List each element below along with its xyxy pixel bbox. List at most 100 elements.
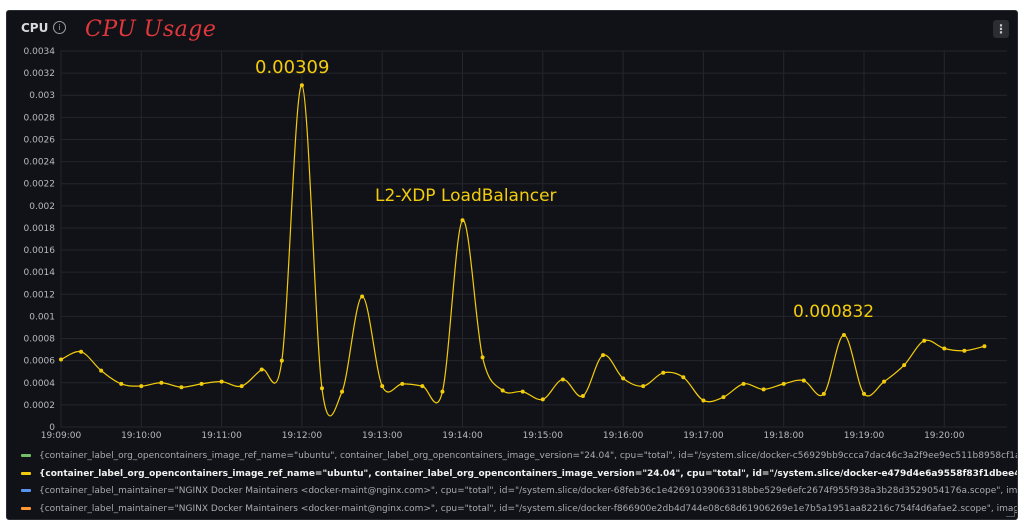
legend-item[interactable]: {container_label_org_opencontainers_imag… (21, 448, 1018, 466)
data-point (520, 389, 525, 394)
loadbalancer-annotation: L2-XDP LoadBalancer (375, 186, 557, 206)
legend-item[interactable]: {container_label_org_opencontainers_imag… (21, 466, 1017, 484)
x-tick-label: 19:18:00 (763, 431, 804, 441)
y-tick-label: 0.0002 (24, 401, 56, 411)
data-point (59, 357, 63, 362)
data-point (179, 385, 184, 390)
data-point (239, 384, 244, 389)
legend-swatch (21, 489, 31, 492)
x-tick-label: 19:09:00 (41, 431, 82, 441)
y-tick-label: 0.001 (29, 312, 55, 322)
data-point (500, 388, 505, 393)
x-tick-label: 19:10:00 (121, 431, 162, 441)
cpu-panel: CPU i CPU Usage ⋮ 0 0.0002 0.0004 0.0006 0.0… (6, 10, 1018, 520)
data-point (942, 346, 947, 351)
x-tick-label: 19:15:00 (523, 431, 564, 441)
data-point (219, 379, 224, 384)
data-point (862, 391, 866, 396)
data-point (139, 384, 144, 389)
y-tick-label: 0.0016 (24, 246, 56, 256)
data-point (159, 380, 164, 385)
info-circle-icon[interactable]: i (53, 21, 66, 34)
late-peak-annotation: 0.000832 (793, 302, 874, 322)
y-tick-label: 0.0024 (24, 158, 56, 168)
data-point (821, 391, 826, 396)
data-point (420, 384, 425, 389)
data-point (741, 381, 746, 386)
y-tick-label: 0.0004 (24, 379, 56, 389)
legend-label: {container_label_maintainer="NGINX Docke… (39, 503, 1018, 514)
data-point (560, 377, 565, 382)
x-tick-label: 19:17:00 (683, 431, 724, 441)
y-tick-label: 0.0022 (24, 180, 56, 190)
y-tick-label: 0.0018 (24, 224, 56, 234)
data-point (380, 384, 385, 389)
panel-title: CPU (21, 21, 49, 35)
data-point (781, 381, 786, 386)
data-point (460, 218, 465, 223)
legend-swatch (21, 454, 31, 457)
data-point (882, 379, 887, 384)
panel-menu-button[interactable]: ⋮ (993, 20, 1009, 38)
data-point (279, 358, 284, 363)
x-tick-label: 19:16:00 (603, 431, 644, 441)
legend-item[interactable]: {container_label_maintainer="NGINX Docke… (21, 501, 1018, 519)
data-point (299, 83, 304, 88)
data-point (319, 386, 324, 391)
data-point (601, 353, 606, 358)
data-point (119, 381, 124, 386)
legend-item[interactable]: {container_label_maintainer="NGINX Docke… (21, 483, 1018, 501)
y-tick-label: 0.0026 (24, 135, 56, 145)
data-point (761, 387, 766, 392)
data-point (962, 348, 967, 353)
data-point (721, 395, 726, 400)
y-tick-label: 0 (49, 423, 55, 433)
resize-handle[interactable] (1006, 508, 1015, 517)
chart-legend: {container_label_org_opencontainers_imag… (21, 448, 1018, 519)
annotation-title: CPU Usage (85, 17, 217, 42)
x-tick-label: 19:14:00 (442, 431, 483, 441)
x-tick-label: 19:11:00 (201, 431, 242, 441)
legend-label: {container_label_org_opencontainers_imag… (39, 451, 1018, 461)
x-tick-label: 19:12:00 (282, 431, 323, 441)
series-line (60, 84, 985, 417)
data-point (540, 397, 545, 402)
y-tick-label: 0.0006 (24, 357, 56, 367)
legend-swatch (21, 471, 31, 475)
peak-annotation: 0.00309 (255, 57, 329, 78)
data-point (701, 398, 706, 403)
data-point (480, 355, 485, 360)
data-point (621, 376, 626, 381)
legend-label: {container_label_maintainer="NGINX Docke… (39, 486, 1018, 496)
data-point (801, 378, 806, 383)
y-tick-label: 0.002 (29, 202, 55, 212)
data-point (199, 381, 204, 386)
data-point (841, 332, 846, 337)
y-tick-label: 0.0032 (24, 69, 56, 79)
y-tick-label: 0.0014 (24, 268, 56, 278)
data-point (580, 394, 585, 399)
data-point (982, 344, 987, 349)
data-point (79, 349, 84, 354)
data-point (400, 381, 405, 386)
y-tick-label: 0.0012 (24, 290, 56, 300)
legend-swatch (21, 506, 31, 510)
data-point (340, 389, 345, 394)
y-tick-label: 0.0034 (24, 47, 56, 57)
data-point (259, 367, 264, 372)
data-point (681, 375, 686, 380)
data-point (440, 389, 445, 394)
data-point (641, 384, 646, 389)
data-point (902, 363, 907, 368)
y-tick-label: 0.0008 (24, 335, 56, 345)
data-point (99, 368, 104, 373)
x-tick-label: 19:20:00 (924, 431, 965, 441)
y-tick-label: 0.0028 (24, 113, 56, 123)
x-tick-label: 19:13:00 (362, 431, 403, 441)
data-point (922, 338, 927, 343)
cpu-line-chart: 0 0.0002 0.0004 0.0006 0.0008 0.001 0.0012 0.00… (24, 47, 1007, 441)
y-tick-label: 0.003 (29, 91, 55, 101)
kebab-menu-icon: ⋮ (995, 22, 1007, 36)
legend-label: {container_label_org_opencontainers_imag… (39, 468, 1017, 479)
data-point (661, 370, 666, 375)
